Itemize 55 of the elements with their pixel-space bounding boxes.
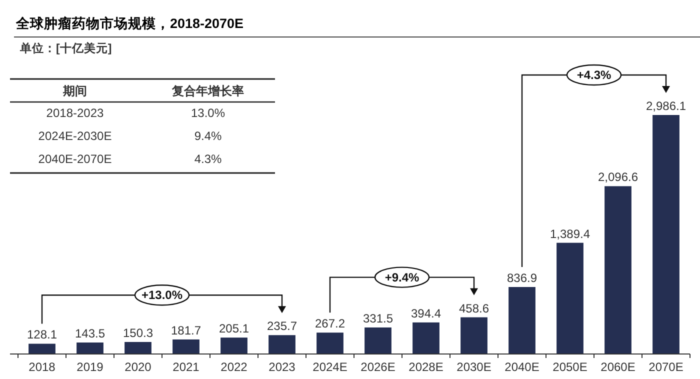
bar [316, 332, 344, 354]
data-label: 1,389.4 [550, 226, 590, 241]
bar [508, 287, 536, 354]
x-tick-label: 2028E [408, 360, 444, 374]
data-label: 394.4 [410, 306, 442, 320]
x-tick-label: 2023 [268, 360, 296, 374]
data-label: 267.2 [314, 316, 346, 331]
bar [412, 322, 440, 354]
annotation: +13.0% [141, 288, 183, 302]
x-tick-label: 2021 [172, 360, 200, 374]
annotation: 9.4% [194, 129, 222, 143]
data-label: 458.6 [458, 301, 490, 316]
x-tick-label: 2050E [552, 360, 588, 374]
bar [556, 242, 584, 354]
x-tick-label: 2030E [456, 360, 492, 374]
x-tick-label: 2018 [28, 360, 56, 374]
bar [172, 339, 200, 354]
data-label: 181.7 [170, 323, 202, 338]
data-label: 128.1 [26, 328, 58, 342]
annotation: 4.3% [194, 152, 222, 166]
bar [28, 344, 56, 354]
bar [268, 335, 296, 354]
x-tick-label: 2060E [600, 360, 636, 374]
bar [460, 317, 488, 354]
bar [604, 186, 632, 354]
x-tick-label: 2019 [76, 360, 104, 374]
text: 复合年增长率 [172, 84, 244, 98]
bar [220, 338, 248, 354]
data-label: 2,096.6 [598, 170, 638, 184]
x-tick-label: 2070E [648, 360, 684, 374]
bar [652, 115, 680, 354]
x-tick-label: 2040E [504, 360, 540, 374]
data-label: 331.5 [362, 311, 394, 326]
text: +4.3% [576, 68, 612, 82]
annotation: 2024E-2030E [38, 129, 112, 143]
data-label: 150.3 [122, 326, 154, 340]
bar [364, 327, 392, 354]
data-label: 2,986.1 [646, 99, 686, 113]
chart-title: 全球肿瘤药物市场规模，2018-2070E [15, 15, 244, 31]
data-label: 205.1 [218, 322, 250, 336]
x-tick-label: 2026E [360, 360, 396, 374]
text: 期间 [63, 84, 87, 98]
x-tick-label: 2020 [124, 360, 152, 374]
x-tick-label: 2022 [220, 360, 248, 374]
annotation: 2040E-2070E [38, 152, 112, 166]
annotation: 2018-2023 [46, 106, 104, 120]
data-label: 836.9 [506, 271, 538, 286]
x-tick-label: 2024E [312, 360, 348, 374]
data-label: 235.7 [266, 319, 298, 334]
chart-subtitle: 单位：[十亿美元] [19, 41, 112, 55]
bar [124, 342, 152, 354]
annotation: 13.0% [190, 106, 226, 120]
annotation: +9.4% [384, 270, 420, 284]
bar [76, 342, 104, 354]
data-label: 143.5 [74, 326, 106, 341]
